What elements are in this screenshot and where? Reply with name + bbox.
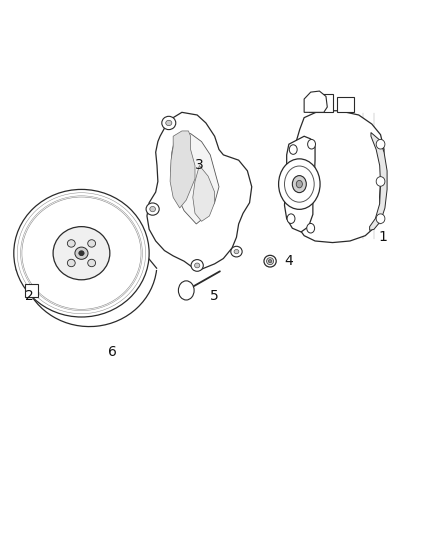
Ellipse shape xyxy=(307,223,314,233)
FancyBboxPatch shape xyxy=(25,284,38,297)
Polygon shape xyxy=(370,133,387,230)
Ellipse shape xyxy=(67,240,75,247)
Ellipse shape xyxy=(194,263,200,268)
Ellipse shape xyxy=(22,197,141,309)
Ellipse shape xyxy=(231,246,242,257)
Polygon shape xyxy=(171,134,219,224)
Ellipse shape xyxy=(279,159,320,209)
Circle shape xyxy=(178,281,194,300)
Ellipse shape xyxy=(376,176,385,186)
Ellipse shape xyxy=(264,255,276,267)
Ellipse shape xyxy=(376,140,385,149)
Ellipse shape xyxy=(191,260,203,271)
Ellipse shape xyxy=(287,214,295,223)
Text: 4: 4 xyxy=(285,254,293,268)
Text: 3: 3 xyxy=(195,158,204,173)
Ellipse shape xyxy=(234,249,239,254)
Text: 1: 1 xyxy=(378,230,387,244)
Polygon shape xyxy=(294,111,384,243)
Ellipse shape xyxy=(376,214,385,223)
FancyBboxPatch shape xyxy=(337,98,354,112)
Ellipse shape xyxy=(79,251,84,256)
Text: 5: 5 xyxy=(210,289,219,303)
Polygon shape xyxy=(285,136,315,232)
Ellipse shape xyxy=(75,247,88,260)
Ellipse shape xyxy=(166,120,172,126)
FancyBboxPatch shape xyxy=(308,94,332,112)
Polygon shape xyxy=(193,165,215,221)
Ellipse shape xyxy=(88,240,95,247)
Ellipse shape xyxy=(268,260,272,263)
Polygon shape xyxy=(147,112,252,269)
Ellipse shape xyxy=(88,259,95,266)
Ellipse shape xyxy=(296,180,302,188)
Ellipse shape xyxy=(53,227,110,280)
Ellipse shape xyxy=(289,145,297,155)
Ellipse shape xyxy=(292,175,306,192)
Ellipse shape xyxy=(285,166,314,202)
Text: 2: 2 xyxy=(25,289,33,303)
Polygon shape xyxy=(304,91,327,112)
Ellipse shape xyxy=(162,116,176,130)
Ellipse shape xyxy=(267,258,274,265)
Ellipse shape xyxy=(150,206,155,212)
Ellipse shape xyxy=(146,203,159,215)
Ellipse shape xyxy=(67,259,75,266)
Ellipse shape xyxy=(14,189,149,317)
Polygon shape xyxy=(170,131,195,208)
Text: 6: 6 xyxy=(108,344,117,359)
Ellipse shape xyxy=(307,140,315,149)
